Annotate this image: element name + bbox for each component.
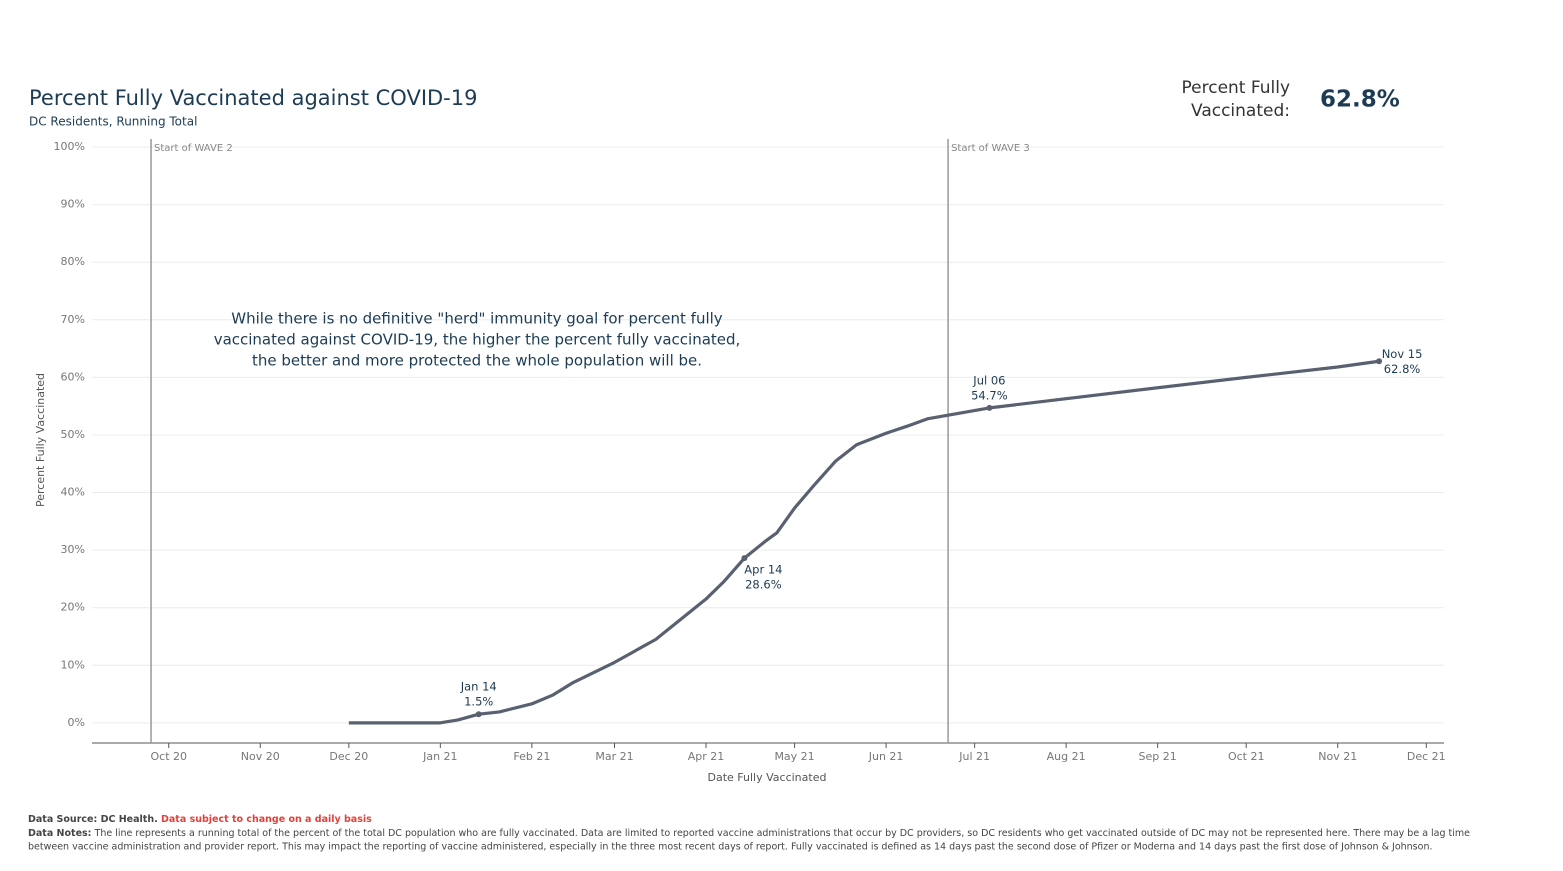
data-point [741, 555, 748, 562]
point-label: Nov 15 [1382, 347, 1423, 361]
y-tick-label: 90% [61, 198, 85, 211]
annotation: the better and more protected the whole … [252, 352, 702, 370]
notes-heading: Data Notes: [28, 828, 91, 839]
kpi-value: 62.8% [1320, 87, 1400, 113]
x-tick-label: Dec 20 [329, 750, 368, 763]
data-line [348, 359, 1380, 725]
y-tick-label: 50% [61, 428, 85, 441]
x-tick-label: May 21 [774, 750, 814, 763]
annotation: While there is no definitive "herd" immu… [231, 310, 723, 328]
x-tick-label: Oct 20 [150, 750, 187, 763]
footer-source: Data Source: DC Health. Data subject to … [28, 814, 372, 825]
y-tick-label: 70% [61, 313, 85, 326]
value-label: 28.6% [745, 578, 782, 592]
notes-line: The line represents a running total of t… [94, 828, 1471, 839]
data-point [1376, 358, 1383, 365]
annotation: vaccinated against COVID-19, the higher … [214, 331, 741, 349]
source-warning: Data subject to change on a daily basis [161, 814, 372, 825]
y-tick-label: 100% [54, 140, 85, 153]
source: DC Health. [101, 814, 158, 825]
y-tick-label: 80% [61, 255, 85, 268]
x-tick-label: Jul 21 [958, 750, 990, 763]
value-label: 54.7% [971, 388, 1008, 402]
point-label: Jul 06 [972, 373, 1005, 387]
chart-subtitle: DC Residents, Running Total [29, 115, 197, 129]
kpi-label: Percent Fully [1182, 78, 1291, 98]
y-tick-label: 40% [61, 486, 85, 499]
y-axis-title: Percent Fully Vaccinated [34, 373, 47, 507]
x-tick-label: Jan 21 [422, 750, 457, 763]
x-tick-label: Nov 20 [241, 750, 280, 763]
y-tick-label: 60% [61, 370, 85, 383]
source-heading: Data Source: [28, 814, 97, 825]
y-tick-label: 30% [61, 543, 85, 556]
x-tick-label: Mar 21 [595, 750, 633, 763]
x-axis-title: Date Fully Vaccinated [708, 771, 827, 784]
y-tick-label: 20% [61, 601, 85, 614]
notes-line: between vaccine administration and provi… [28, 842, 1433, 853]
kpi-label: Vaccinated: [1191, 101, 1290, 121]
x-tick-label: Apr 21 [688, 750, 725, 763]
point-label: Apr 14 [744, 563, 782, 577]
value-label: 62.8% [1384, 362, 1421, 376]
chart-title: Percent Fully Vaccinated against COVID-1… [29, 86, 478, 110]
x-tick-label: Feb 21 [513, 750, 550, 763]
y-tick-label: 0% [68, 716, 85, 729]
data-point [475, 711, 482, 718]
x-tick-label: Oct 21 [1228, 750, 1265, 763]
reference-label: Start of WAVE 3 [951, 143, 1030, 154]
value-label: 1.5% [464, 695, 493, 709]
footer-notes: Data Notes: The line represents a runnin… [28, 828, 1470, 839]
y-tick-label: 10% [61, 658, 85, 671]
point-label: Jan 14 [460, 680, 497, 694]
x-tick-label: Sep 21 [1139, 750, 1177, 763]
x-tick-label: Dec 21 [1407, 750, 1446, 763]
x-tick-label: Jun 21 [868, 750, 904, 763]
reference-label: Start of WAVE 2 [154, 143, 233, 154]
data-point [986, 404, 993, 411]
x-tick-label: Nov 21 [1318, 750, 1357, 763]
x-tick-label: Aug 21 [1047, 750, 1086, 763]
